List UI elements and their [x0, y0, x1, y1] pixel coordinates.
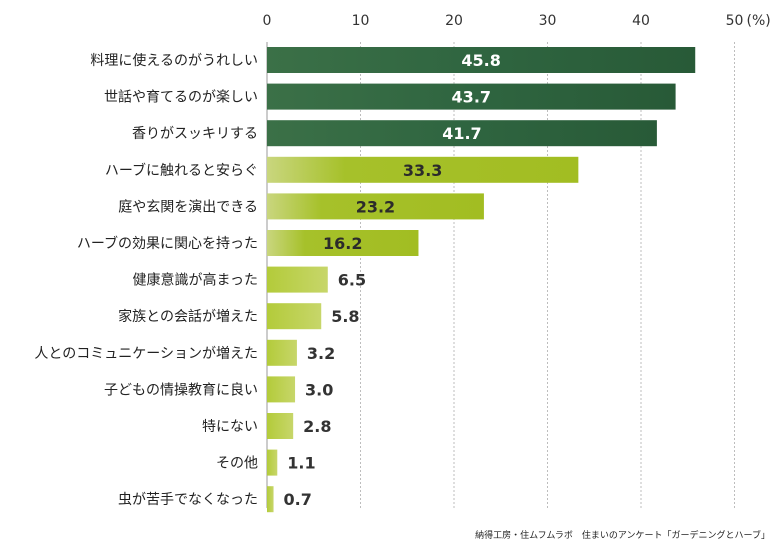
value-label: 3.0	[305, 380, 333, 399]
category-label: 世話や育てるのが楽しい	[104, 89, 258, 106]
value-label: 2.8	[303, 417, 331, 436]
category-label: 庭や玄関を演出できる	[118, 198, 258, 215]
bar	[267, 449, 278, 476]
bar	[267, 156, 579, 183]
value-label: 16.2	[323, 234, 362, 253]
category-label: ハーブの効果に関心を持った	[77, 235, 258, 252]
category-label: ハーブに触れると安らぐ	[105, 162, 258, 179]
value-label: 23.2	[356, 197, 395, 216]
category-label: 子どもの情操教育に良い	[104, 382, 258, 398]
category-label: 特にない	[202, 419, 258, 435]
category-label: 香りがスッキリする	[132, 126, 258, 142]
x-axis-unit-label: (%)	[747, 13, 771, 29]
tick-label-30: 30	[539, 13, 557, 29]
category-label: 家族との会話が増えた	[118, 308, 258, 325]
value-label: 5.8	[331, 307, 359, 326]
value-label: 43.7	[452, 88, 491, 107]
category-label: 虫が苦手でなくなった	[118, 492, 258, 508]
tick-label-40: 40	[632, 13, 650, 29]
bar	[267, 230, 419, 256]
tick-label-50: 50	[726, 13, 744, 29]
category-label: 健康意識が高まった	[133, 272, 258, 289]
value-label: 3.2	[307, 344, 335, 363]
value-label: 33.3	[403, 161, 442, 180]
bar	[267, 376, 296, 403]
bar	[267, 486, 274, 513]
bars: 料理に使えるのがうれしい 45.8 世話や育てるのが楽しい 43.7 香りがスッキリする…	[34, 47, 696, 513]
bar	[267, 266, 328, 293]
category-label: 料理に使えるのがうれしい	[90, 52, 258, 69]
bar	[267, 303, 322, 330]
value-label: 0.7	[284, 490, 312, 509]
tick-label-0: 0	[263, 13, 272, 29]
value-label: 1.1	[287, 454, 315, 473]
x-axis-ticks: 0 10 20 30 40 50	[263, 13, 744, 29]
bar	[267, 339, 297, 366]
bar	[267, 47, 696, 73]
bar	[267, 413, 294, 439]
tick-label-10: 10	[352, 13, 370, 29]
category-label: 人とのコミュニケーションが増えた	[34, 346, 258, 362]
tick-label-20: 20	[445, 13, 463, 29]
bar	[267, 193, 484, 220]
value-label: 41.7	[442, 124, 481, 143]
value-label: 6.5	[338, 271, 366, 290]
bar	[267, 83, 676, 110]
value-label: 45.8	[461, 51, 500, 70]
category-label: その他	[216, 456, 258, 472]
bar	[267, 120, 657, 147]
source-note: 納得工房・住ムフムラボ 住まいのアンケート「ガーデニングとハーブ」	[475, 529, 770, 541]
